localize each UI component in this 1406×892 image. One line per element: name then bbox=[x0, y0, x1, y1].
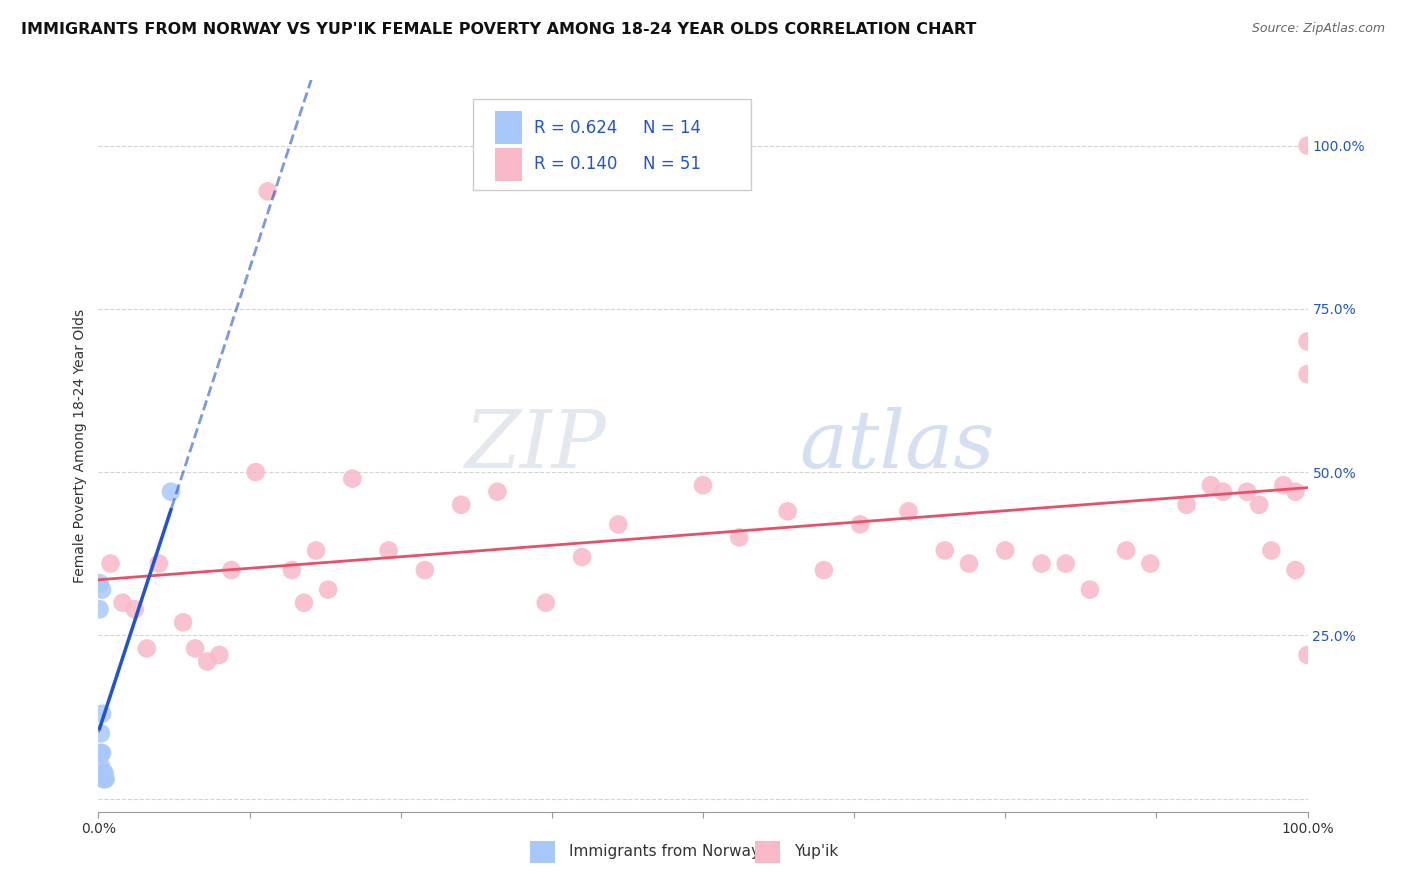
Point bbox=[1284, 563, 1306, 577]
Point bbox=[221, 563, 243, 577]
Point bbox=[692, 478, 714, 492]
Text: Source: ZipAtlas.com: Source: ZipAtlas.com bbox=[1251, 22, 1385, 36]
Text: IMMIGRANTS FROM NORWAY VS YUP'IK FEMALE POVERTY AMONG 18-24 YEAR OLDS CORRELATIO: IMMIGRANTS FROM NORWAY VS YUP'IK FEMALE … bbox=[21, 22, 976, 37]
Point bbox=[124, 602, 146, 616]
Point bbox=[208, 648, 231, 662]
Point bbox=[195, 655, 218, 669]
Point bbox=[100, 557, 122, 571]
Point bbox=[160, 484, 183, 499]
Bar bbox=[495, 148, 522, 181]
Point bbox=[934, 543, 956, 558]
Bar bbox=[495, 112, 522, 145]
Point bbox=[89, 602, 111, 616]
Point bbox=[377, 543, 399, 558]
Point bbox=[1284, 484, 1306, 499]
Point bbox=[1236, 484, 1258, 499]
Point bbox=[172, 615, 194, 630]
Point bbox=[1199, 478, 1222, 492]
Point bbox=[813, 563, 835, 577]
Point bbox=[571, 549, 593, 564]
Point bbox=[1212, 484, 1234, 499]
Point bbox=[89, 576, 111, 591]
Point bbox=[245, 465, 267, 479]
Point bbox=[413, 563, 436, 577]
Point bbox=[849, 517, 872, 532]
Text: N = 51: N = 51 bbox=[643, 155, 700, 173]
Point bbox=[91, 582, 114, 597]
FancyBboxPatch shape bbox=[474, 99, 751, 190]
Point bbox=[1031, 557, 1053, 571]
Point bbox=[994, 543, 1017, 558]
Point bbox=[93, 772, 115, 786]
Point bbox=[1296, 334, 1319, 349]
Point bbox=[93, 765, 115, 780]
Point bbox=[486, 484, 509, 499]
Point bbox=[91, 765, 114, 780]
Point bbox=[1175, 498, 1198, 512]
Point bbox=[1139, 557, 1161, 571]
Text: atlas: atlas bbox=[800, 408, 995, 484]
Point bbox=[728, 530, 751, 544]
Point bbox=[256, 184, 278, 198]
Point bbox=[91, 772, 114, 786]
Text: R = 0.624: R = 0.624 bbox=[534, 119, 617, 136]
Point bbox=[1078, 582, 1101, 597]
Point bbox=[1249, 498, 1271, 512]
Point bbox=[90, 759, 112, 773]
Point bbox=[135, 641, 157, 656]
Point bbox=[450, 498, 472, 512]
Point bbox=[1115, 543, 1137, 558]
Point bbox=[1260, 543, 1282, 558]
Point bbox=[1296, 648, 1319, 662]
Point bbox=[148, 557, 170, 571]
Text: N = 14: N = 14 bbox=[643, 119, 700, 136]
Point bbox=[305, 543, 328, 558]
Point bbox=[91, 746, 114, 760]
Point bbox=[184, 641, 207, 656]
Point bbox=[1054, 557, 1077, 571]
Point bbox=[607, 517, 630, 532]
Y-axis label: Female Poverty Among 18-24 Year Olds: Female Poverty Among 18-24 Year Olds bbox=[73, 309, 87, 583]
Point bbox=[292, 596, 315, 610]
Point bbox=[776, 504, 799, 518]
Point bbox=[90, 746, 112, 760]
Point bbox=[1272, 478, 1295, 492]
Text: Yup'ik: Yup'ik bbox=[794, 845, 838, 859]
Text: ZIP: ZIP bbox=[464, 408, 606, 484]
Point bbox=[1296, 138, 1319, 153]
Point bbox=[534, 596, 557, 610]
Point bbox=[281, 563, 304, 577]
Point bbox=[342, 472, 364, 486]
Point bbox=[94, 772, 117, 786]
Point bbox=[897, 504, 920, 518]
Point bbox=[111, 596, 134, 610]
Point bbox=[957, 557, 980, 571]
Point bbox=[91, 706, 114, 721]
Point bbox=[90, 726, 112, 740]
Point bbox=[1296, 367, 1319, 381]
Point bbox=[316, 582, 339, 597]
Text: Immigrants from Norway: Immigrants from Norway bbox=[569, 845, 761, 859]
Text: R = 0.140: R = 0.140 bbox=[534, 155, 617, 173]
